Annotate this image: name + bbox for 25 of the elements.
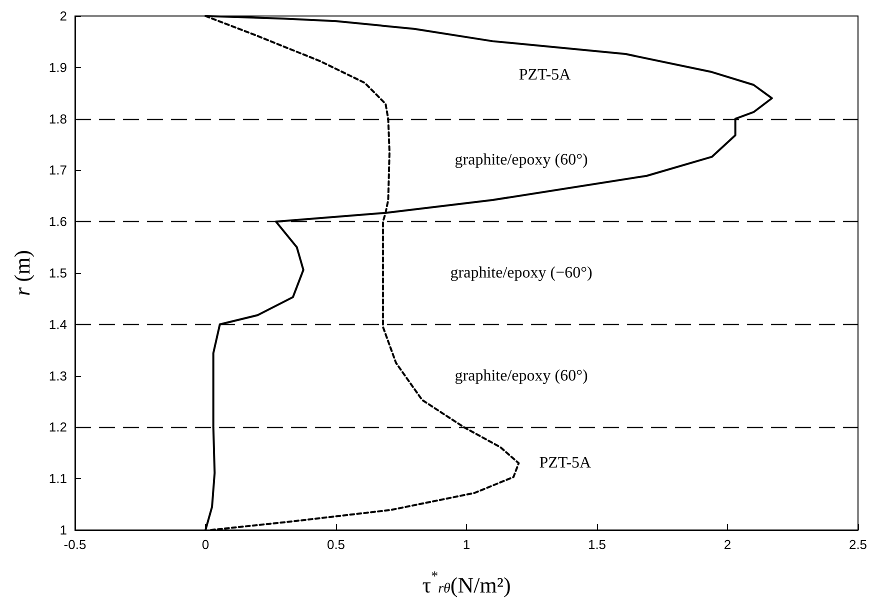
y-tick-label: 1.2 xyxy=(48,420,67,435)
annotation: graphite/epoxy (−60°) xyxy=(450,264,592,282)
y-tick-label: 1.7 xyxy=(48,162,67,178)
y-tick-label: 1.8 xyxy=(48,111,67,126)
x-tick-label: 2.5 xyxy=(848,537,868,552)
annotation: graphite/epoxy (60°) xyxy=(454,151,588,168)
y-tick-label: 1.1 xyxy=(48,471,67,486)
y-tick-label: 1.4 xyxy=(48,316,67,332)
x-tick-label: 1.5 xyxy=(588,537,606,552)
annotation: PZT-5A xyxy=(518,66,572,84)
y-tick-label: 1 xyxy=(60,522,67,538)
x-tick-label: 2 xyxy=(724,537,732,552)
y-tick-label: 1.5 xyxy=(48,266,67,280)
y-tick-label: 1.3 xyxy=(48,368,67,384)
x-tick-label: 1 xyxy=(462,537,470,552)
annotation: PZT-5A xyxy=(539,454,592,472)
x-tick-label: 0 xyxy=(202,537,210,552)
y-tick-label: 1.9 xyxy=(48,60,67,75)
x-tick-label: -0.5 xyxy=(64,537,86,552)
y-tick-label: 2 xyxy=(60,8,67,24)
x-tick-label: 0.5 xyxy=(326,537,346,552)
x-axis-title: τ*rθ(N/m²) xyxy=(422,570,511,598)
y-tick-label: 1.6 xyxy=(48,214,67,230)
y-axis-title: r (m) xyxy=(10,250,34,296)
annotation: graphite/epoxy (60°) xyxy=(454,367,588,384)
